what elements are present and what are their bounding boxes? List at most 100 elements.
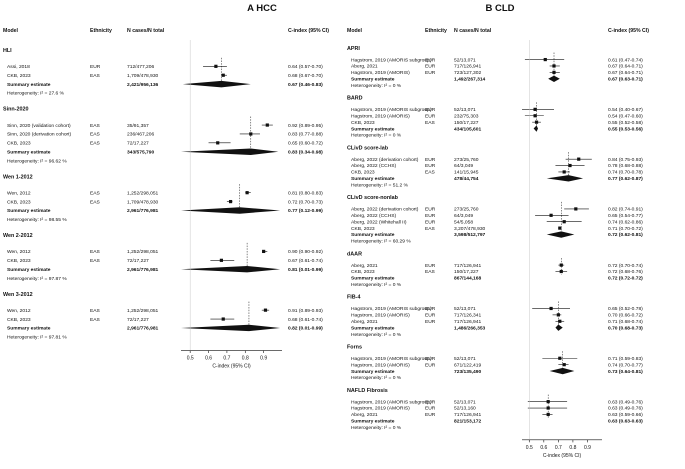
study-name: CKB, 2023	[351, 226, 375, 232]
study-ci: 0.74 (0.70-0.77)	[608, 362, 643, 368]
study-row: CKB, 2023 EAS 1,709/478,930 0.72 (0.70-0.73…	[7, 199, 323, 205]
study-n: 150/17,227	[454, 120, 479, 126]
study-row: Wen, 2012 EAS 1,252/298,051 0.81 (0.80-0.83…	[7, 190, 323, 196]
column-header-model: Model	[347, 28, 363, 34]
study-ethnicity: EAS	[90, 258, 101, 264]
study-name: Assi, 2018	[7, 64, 30, 70]
heterogeneity-label: Heterogeneity: I² = 0 %	[351, 375, 402, 381]
summary-ci: 0.82 (0.01-0.99)	[288, 326, 323, 332]
study-ethnicity: EUR	[425, 64, 436, 70]
summary-n: 867/144,168	[454, 276, 481, 282]
summary-n: 2,961/776,981	[127, 267, 159, 273]
study-name: Wen, 2012	[7, 249, 31, 255]
group-title: FIB-4	[347, 295, 360, 301]
x-tick-label: 0.6	[205, 356, 212, 362]
study-point	[559, 269, 563, 274]
summary-diamond	[181, 266, 281, 273]
group-title: Wen 2-2012	[3, 233, 33, 239]
group-title: CLivD score-lab	[347, 145, 389, 151]
summary-row: Summary estimate 2,961/776,981 0.77 (0.12-…	[7, 184, 323, 214]
study-name: Aberg, 2022 (CCHS)	[351, 163, 396, 169]
study-n: 717/126,941	[454, 64, 481, 70]
study-name: CKB, 2023	[7, 73, 31, 79]
model-group: NAFLD Fibrosis Hagstrom, 2019 (AMORIS sub…	[347, 388, 643, 431]
model-group: HLI Assi, 2018 EUR 712/477,206 0.64 (0.57-0.…	[3, 48, 323, 97]
study-row: Wen, 2012 EAS 1,252/298,051 0.90 (0.90-0.92…	[7, 249, 323, 255]
summary-label: Summary estimate	[7, 326, 51, 332]
group-title: Forns	[347, 344, 362, 350]
study-point	[228, 199, 233, 204]
study-row: Aberg, 2022 (derivation cohort) EUR 273/25…	[351, 207, 643, 213]
study-n: 273/25,760	[454, 207, 479, 213]
summary-ci: 0.70 (0.68-0.73)	[608, 325, 643, 331]
summary-label: Summary estimate	[351, 325, 395, 331]
study-ethnicity: EUR	[425, 107, 436, 113]
x-tick-label: 0.7	[223, 356, 230, 362]
x-tick-label: 0.5	[526, 445, 533, 451]
study-row: CKB, 2023 EAS 141/15,945 0.74 (0.70-0.78)	[351, 170, 643, 176]
study-n: 35/91,357	[127, 123, 149, 129]
study-ethnicity: EAS	[90, 73, 101, 79]
study-name: Hagstrom, 2019 (AMORIS)	[351, 406, 410, 412]
study-ethnicity: EUR	[425, 319, 436, 325]
study-ci: 0.78 (0.68-0.88)	[608, 163, 643, 169]
study-point	[574, 207, 578, 211]
study-ci: 0.90 (0.90-0.92)	[288, 249, 323, 255]
study-ethnicity: EUR	[425, 157, 436, 163]
study-ethnicity: EUR	[425, 306, 436, 312]
study-n: 52/13,160	[454, 406, 476, 412]
study-ci: 0.84 (0.75-0.93)	[608, 157, 643, 163]
study-point	[559, 263, 563, 267]
study-point	[533, 107, 537, 111]
study-row: Sinn, 2020 (validation cohort) EAS 35/91,3…	[7, 123, 323, 129]
study-ci: 0.64 (0.57-0.70)	[288, 64, 323, 70]
study-ci: 0.81 (0.80-0.83)	[288, 190, 323, 196]
study-row: Aberg, 2021 EUR 717/126,941 0.72 (0.70-0.74…	[351, 263, 643, 269]
heterogeneity-label: Heterogeneity: I² = 0 %	[351, 133, 402, 139]
summary-diamond	[533, 125, 538, 132]
study-ethnicity: EUR	[90, 64, 101, 70]
study-ci: 0.71 (0.68-0.74)	[608, 319, 643, 325]
study-ethnicity: EAS	[425, 226, 436, 232]
study-point	[552, 64, 556, 68]
study-n: 64/3,049	[454, 163, 473, 169]
study-name: CKB, 2023	[7, 317, 31, 323]
study-row: Aberg, 2021 EUR 717/126,941 0.71 (0.68-0.74…	[351, 319, 643, 325]
study-name: Aberg, 2021	[351, 64, 378, 70]
study-point	[577, 157, 581, 161]
x-tick-label: 0.9	[260, 356, 267, 362]
study-ci: 0.68 (0.61-0.74)	[288, 317, 323, 323]
x-tick-label: 0.5	[187, 356, 194, 362]
study-ethnicity: EAS	[90, 141, 101, 147]
study-point	[558, 319, 562, 323]
group-title: NAFLD Fibrosis	[347, 388, 388, 394]
summary-label: Summary estimate	[7, 208, 51, 214]
study-point	[216, 141, 220, 145]
model-group: Wen 2-2012 Wen, 2012 EAS 1,252/298,051 0.90 …	[3, 233, 323, 282]
study-ci: 0.55 (0.52-0.58)	[608, 120, 643, 126]
column-header-ethnicity: Ethnicity	[425, 28, 447, 34]
study-ethnicity: EUR	[425, 412, 436, 418]
study-row: Aberg, 2021 EUR 717/126,941 0.63 (0.59-0.66…	[351, 412, 643, 418]
summary-diamond	[182, 80, 251, 88]
study-point	[221, 317, 225, 321]
heterogeneity-label: Heterogeneity: I² = 0 %	[351, 282, 402, 288]
column-header-ethnicity: Ethnicity	[90, 28, 112, 34]
study-row: CKB, 2023 EAS 3,207/478,930 0.71 (0.70-0.72…	[351, 226, 643, 232]
summary-n: 821/153,172	[454, 419, 481, 425]
summary-ci: 0.72 (0.62-0.81)	[608, 232, 643, 238]
study-n: 52/13,071	[454, 57, 476, 63]
x-tick-label: 0.8	[569, 445, 576, 451]
study-ethnicity: EUR	[425, 207, 436, 213]
summary-n: 2,421/956,136	[127, 82, 159, 88]
study-name: Wen, 2012	[7, 190, 31, 196]
study-name: Hagstrom, 2019 (AMORIS subgroup)	[351, 399, 432, 405]
study-point	[221, 73, 225, 77]
summary-n: 343/575,790	[127, 149, 154, 155]
heterogeneity-label: Heterogeneity: I² = 96.62 %	[7, 158, 67, 164]
heterogeneity-label: Heterogeneity: I² = 0 %	[351, 425, 402, 431]
study-ethnicity: EAS	[425, 269, 436, 275]
column-header-n: N cases/N total	[454, 28, 492, 34]
